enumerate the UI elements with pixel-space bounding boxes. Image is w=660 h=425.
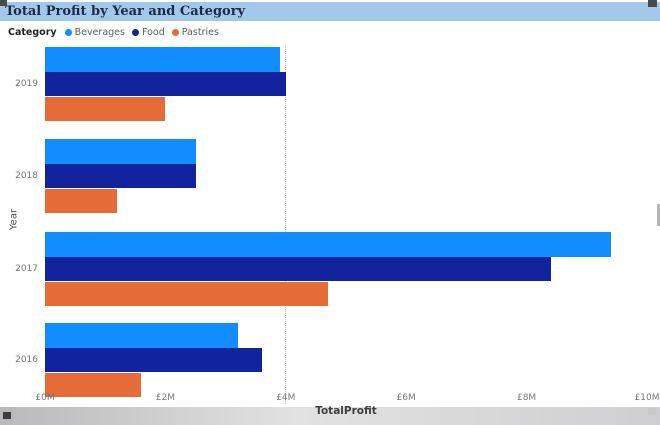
bar-2017-food[interactable]: [45, 257, 551, 281]
chart-title: Total Profit by Year and Category: [5, 4, 246, 19]
x-axis-tick: £10M: [634, 393, 660, 403]
page-background-strip: [0, 407, 660, 425]
y-axis-tick-2018: 2018: [15, 171, 38, 181]
bar-group-2019: [45, 47, 647, 121]
bar-group-2017: [45, 232, 647, 306]
legend-label: Food: [141, 27, 165, 38]
plot-area: [45, 45, 647, 404]
chart-legend: Category Beverages Food Pastries: [8, 27, 219, 38]
x-axis-tick: £4M: [276, 393, 296, 403]
resize-handle-right-middle[interactable]: [657, 204, 660, 226]
x-axis-tick-labels: £0M £2M £4M £6M £8M £10M: [35, 393, 659, 405]
bar-group-2016: [45, 323, 647, 397]
x-axis-title: TotalProfit: [315, 405, 377, 417]
bar-group-2018: [45, 139, 647, 213]
resize-handle-bottom-left[interactable]: [3, 412, 11, 419]
alignment-guide-dotted-line: [285, 45, 286, 404]
resize-handle-top-right[interactable]: [648, 0, 657, 7]
x-axis-tick: £6M: [396, 393, 416, 403]
resize-handle-bottom-right[interactable]: [648, 408, 656, 415]
y-axis-title: Year: [8, 208, 20, 231]
x-axis-tick: £2M: [155, 393, 175, 403]
bar-2016-beverages[interactable]: [45, 323, 238, 348]
legend-item-food[interactable]: Food: [131, 27, 165, 38]
legend-label: Pastries: [181, 27, 219, 38]
y-axis-tick-2016: 2016: [15, 355, 38, 365]
bar-2019-beverages[interactable]: [45, 47, 280, 72]
bar-2018-beverages[interactable]: [45, 139, 196, 164]
y-axis-tick-2019: 2019: [15, 79, 38, 89]
x-axis-tick: £8M: [516, 393, 537, 403]
legend-item-pastries[interactable]: Pastries: [171, 27, 219, 38]
bar-2018-food[interactable]: [45, 164, 196, 188]
legend-item-beverages[interactable]: Beverages: [64, 27, 125, 38]
visual-title-bar[interactable]: Total Profit by Year and Category: [0, 2, 660, 21]
legend-dot-pastries: [171, 29, 179, 36]
resize-handle-top-left[interactable]: [0, 0, 7, 6]
legend-dot-beverages: [64, 29, 72, 36]
legend-dot-food: [131, 29, 139, 36]
legend-title: Category: [8, 27, 57, 38]
bar-2018-pastries[interactable]: [45, 189, 118, 213]
bar-2017-pastries[interactable]: [45, 282, 328, 306]
legend-label: Beverages: [74, 27, 125, 38]
bar-2016-food[interactable]: [45, 348, 262, 372]
x-axis-tick: £0M: [35, 393, 55, 403]
y-axis-tick-2017: 2017: [15, 264, 38, 274]
bar-2016-pastries[interactable]: [45, 373, 142, 397]
bar-2019-food[interactable]: [45, 72, 286, 96]
bar-2019-pastries[interactable]: [45, 97, 166, 121]
bar-2017-beverages[interactable]: [45, 232, 611, 257]
